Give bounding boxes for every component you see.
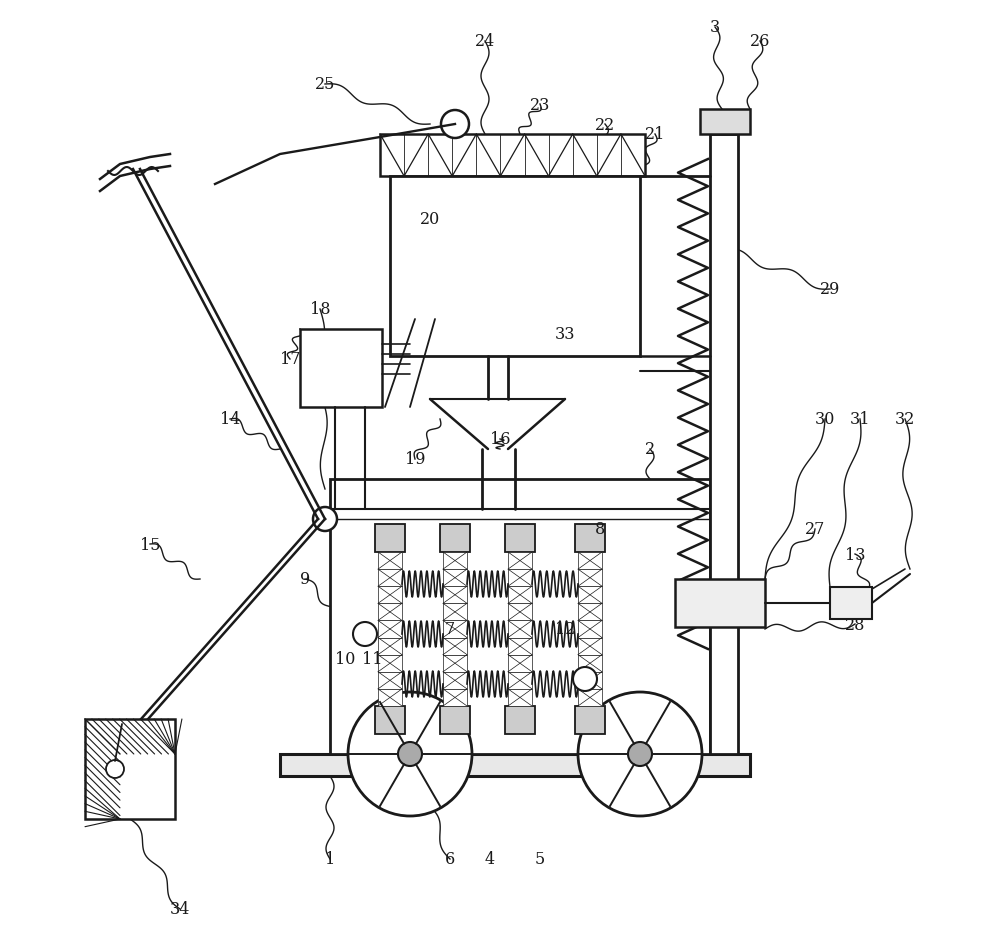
Text: 34: 34 (170, 900, 190, 918)
Text: 10: 10 (335, 651, 355, 667)
Bar (378, 587, 402, 603)
Text: 18: 18 (310, 301, 330, 318)
Circle shape (628, 743, 652, 767)
Bar (375, 706, 405, 734)
Text: 9: 9 (300, 571, 310, 588)
Text: 26: 26 (750, 33, 770, 50)
Bar (508, 638, 532, 655)
Bar (508, 655, 532, 672)
Text: 17: 17 (280, 351, 300, 368)
Text: 12: 12 (555, 621, 575, 638)
Bar (508, 621, 532, 638)
Bar (578, 689, 602, 706)
Text: 8: 8 (595, 521, 605, 538)
Text: 33: 33 (555, 326, 575, 343)
Bar (675, 579, 765, 628)
Bar (378, 552, 402, 569)
Bar (440, 525, 470, 552)
Bar (443, 587, 467, 603)
Text: 4: 4 (485, 851, 495, 868)
Bar (578, 569, 602, 587)
Text: 31: 31 (850, 411, 870, 428)
Circle shape (106, 760, 124, 778)
Text: 27: 27 (805, 521, 825, 538)
Text: 23: 23 (530, 96, 550, 113)
Bar (830, 588, 872, 619)
Bar (443, 621, 467, 638)
Circle shape (348, 692, 472, 816)
Bar (505, 525, 535, 552)
Text: 24: 24 (475, 33, 495, 50)
Text: 2: 2 (645, 441, 655, 458)
Bar (280, 755, 750, 776)
Bar (300, 330, 382, 408)
Bar (443, 672, 467, 689)
Bar (505, 706, 535, 734)
Circle shape (573, 667, 597, 692)
Bar (85, 719, 175, 819)
Bar (578, 655, 602, 672)
Text: 29: 29 (820, 281, 840, 298)
Circle shape (398, 743, 422, 767)
Bar (375, 525, 405, 552)
Text: 20: 20 (420, 211, 440, 228)
Text: 6: 6 (445, 851, 455, 868)
Text: 22: 22 (595, 117, 615, 133)
Text: 32: 32 (895, 411, 915, 428)
Bar (700, 110, 750, 134)
Bar (440, 706, 470, 734)
Bar (508, 672, 532, 689)
Bar (508, 552, 532, 569)
Circle shape (441, 111, 469, 139)
Bar (578, 638, 602, 655)
Bar (508, 603, 532, 621)
Bar (378, 621, 402, 638)
Bar (443, 569, 467, 587)
Circle shape (353, 622, 377, 646)
Bar (508, 587, 532, 603)
Text: 16: 16 (490, 431, 510, 448)
Text: 11: 11 (362, 651, 382, 667)
Bar (578, 603, 602, 621)
Bar (378, 603, 402, 621)
Text: 25: 25 (315, 76, 335, 94)
Bar (508, 569, 532, 587)
Text: 21: 21 (645, 126, 665, 144)
Bar (443, 689, 467, 706)
Bar (578, 552, 602, 569)
Bar (508, 689, 532, 706)
Bar (575, 706, 605, 734)
Bar (578, 587, 602, 603)
Text: 13: 13 (845, 546, 865, 563)
Text: 28: 28 (845, 616, 865, 633)
Bar (378, 655, 402, 672)
Text: 7: 7 (445, 621, 455, 638)
Text: 5: 5 (535, 851, 545, 868)
Bar (710, 134, 738, 755)
Bar (330, 479, 710, 755)
Text: 3: 3 (710, 19, 720, 36)
Text: 15: 15 (140, 536, 160, 552)
Bar (578, 672, 602, 689)
Bar (380, 134, 645, 177)
Text: 1: 1 (325, 851, 335, 868)
Bar (575, 525, 605, 552)
Bar (378, 569, 402, 587)
Bar (390, 177, 640, 357)
Bar (443, 603, 467, 621)
Bar (443, 655, 467, 672)
Circle shape (578, 692, 702, 816)
Text: 19: 19 (405, 451, 425, 468)
Bar (578, 621, 602, 638)
Bar (378, 689, 402, 706)
Text: 30: 30 (815, 411, 835, 428)
Bar (443, 638, 467, 655)
Bar (378, 672, 402, 689)
Text: 14: 14 (220, 411, 240, 428)
Bar (443, 552, 467, 569)
Circle shape (313, 507, 337, 531)
Bar (378, 638, 402, 655)
